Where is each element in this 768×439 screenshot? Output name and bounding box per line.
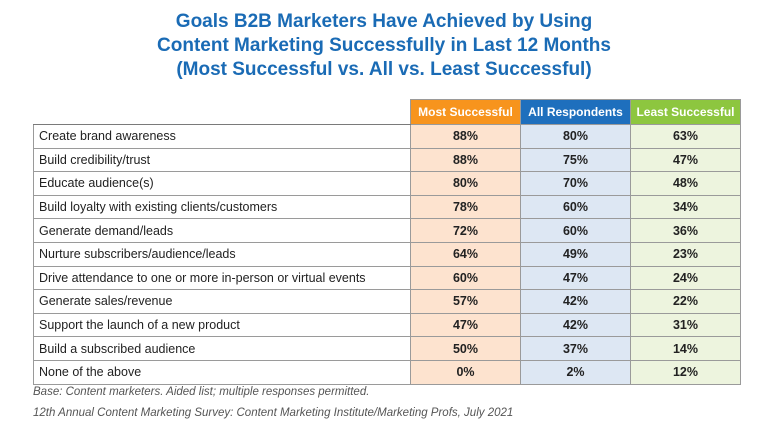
goal-label: Build a subscribed audience (33, 336, 411, 361)
value-all-respondents: 42% (520, 289, 631, 314)
header-row: Most Successful All Respondents Least Su… (33, 99, 741, 125)
table-body: Create brand awareness 88% 80% 63% Build cre… (33, 124, 741, 385)
value-all-respondents: 37% (520, 336, 631, 361)
value-least-successful: 23% (630, 241, 741, 267)
value-all-respondents: 70% (520, 171, 631, 196)
value-all-respondents: 60% (520, 194, 631, 220)
value-most-successful: 72% (410, 218, 521, 243)
value-most-successful: 60% (410, 265, 521, 291)
value-most-successful: 57% (410, 289, 521, 314)
table-row: Support the launch of a new product 47% 42… (33, 312, 741, 338)
base-note: Base: Content marketers. Aided list; mul… (33, 386, 370, 398)
value-least-successful: 36% (630, 218, 741, 243)
goal-label: Build loyalty with existing clients/cust… (33, 194, 411, 220)
goal-label: Create brand awareness (33, 124, 411, 149)
table-row: Educate audience(s) 80% 70% 48% (33, 171, 741, 196)
column-header-least-successful: Least Successful (630, 99, 741, 125)
value-most-successful: 80% (410, 171, 521, 196)
goal-label: Generate demand/leads (33, 218, 411, 243)
table-row: None of the above 0% 2% 12% (33, 359, 741, 385)
value-least-successful: 12% (630, 359, 741, 385)
table-row: Build loyalty with existing clients/cust… (33, 194, 741, 220)
value-least-successful: 63% (630, 124, 741, 149)
column-header-most-successful: Most Successful (410, 99, 521, 125)
value-least-successful: 14% (630, 336, 741, 361)
chart-title-line-3: (Most Successful vs. All vs. Least Succe… (176, 59, 592, 80)
value-all-respondents: 60% (520, 218, 631, 243)
value-most-successful: 88% (410, 147, 521, 173)
value-least-successful: 47% (630, 147, 741, 173)
header-blank-cell (33, 99, 411, 125)
goal-label: Drive attendance to one or more in-perso… (33, 265, 411, 291)
value-most-successful: 47% (410, 312, 521, 338)
value-all-respondents: 80% (520, 124, 631, 149)
value-most-successful: 0% (410, 359, 521, 385)
table-row: Create brand awareness 88% 80% 63% (33, 124, 741, 149)
table-row: Generate sales/revenue 57% 42% 22% (33, 289, 741, 314)
column-header-all-respondents: All Respondents (520, 99, 631, 125)
value-least-successful: 22% (630, 289, 741, 314)
value-most-successful: 88% (410, 124, 521, 149)
value-most-successful: 78% (410, 194, 521, 220)
goal-label: Educate audience(s) (33, 171, 411, 196)
value-all-respondents: 75% (520, 147, 631, 173)
value-least-successful: 24% (630, 265, 741, 291)
goal-label: Generate sales/revenue (33, 289, 411, 314)
value-most-successful: 50% (410, 336, 521, 361)
table-row: Nurture subscribers/audience/leads 64% 49%… (33, 241, 741, 267)
value-most-successful: 64% (410, 241, 521, 267)
value-all-respondents: 42% (520, 312, 631, 338)
goal-label: Nurture subscribers/audience/leads (33, 241, 411, 267)
table-row: Build a subscribed audience 50% 37% 14% (33, 336, 741, 361)
goal-label: Build credibility/trust (33, 147, 411, 173)
goal-label: Support the launch of a new product (33, 312, 411, 338)
table-row: Generate demand/leads 72% 60% 36% (33, 218, 741, 243)
value-all-respondents: 2% (520, 359, 631, 385)
chart-title: Goals B2B Marketers Have Achieved by Usi… (0, 10, 768, 82)
value-least-successful: 31% (630, 312, 741, 338)
goals-table: Most Successful All Respondents Least Su… (33, 99, 741, 385)
chart-title-line-1: Goals B2B Marketers Have Achieved by Usi… (175, 11, 593, 32)
goal-label: None of the above (33, 359, 411, 385)
table-row: Drive attendance to one or more in-perso… (33, 265, 741, 291)
chart-title-line-2: Content Marketing Successfully in Last 1… (157, 35, 611, 56)
table-row: Build credibility/trust 88% 75% 47% (33, 147, 741, 173)
value-all-respondents: 49% (520, 241, 631, 267)
value-all-respondents: 47% (520, 265, 631, 291)
source-note: 12th Annual Content Marketing Survey: Co… (33, 407, 514, 419)
value-least-successful: 34% (630, 194, 741, 220)
value-least-successful: 48% (630, 171, 741, 196)
